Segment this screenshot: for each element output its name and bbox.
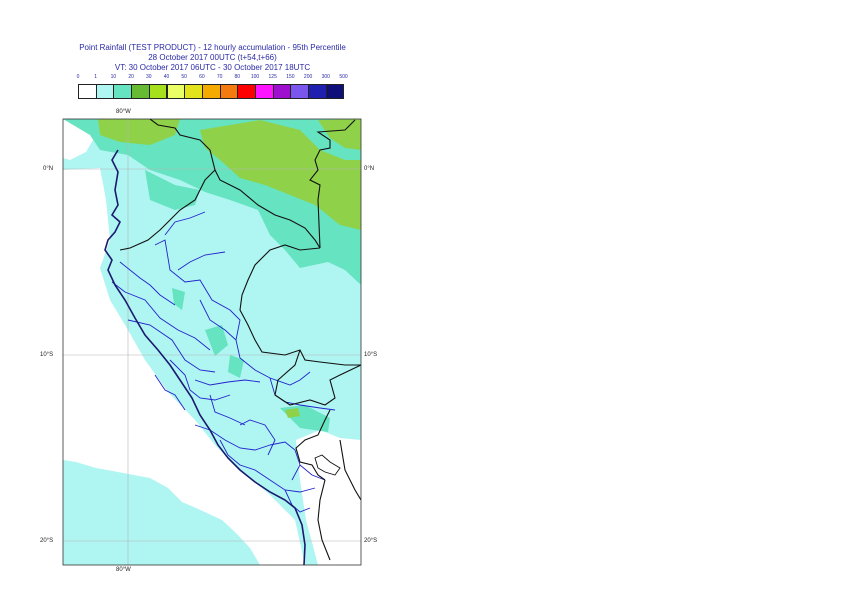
rain-field-teal-sand <box>145 170 200 210</box>
legend-threshold-label: 10 <box>110 74 117 80</box>
legend-threshold-label: 30 <box>146 74 152 80</box>
country-borders <box>104 119 361 565</box>
run-time-label: 28 October 2017 00UTC (t+54,t+66) <box>148 53 277 62</box>
parallel-label-0-right: 0°N <box>364 166 375 172</box>
legend-threshold-label: 200 <box>303 74 313 80</box>
rain-field-green-southeast <box>285 408 300 418</box>
chart-title: Point Rainfall (TEST PRODUCT) - 12 hourl… <box>79 43 346 52</box>
legend-threshold-label: 150 <box>286 74 295 80</box>
legend-threshold-label: 1 <box>94 74 98 80</box>
parallel-label-20-left: 20°S <box>40 538 54 544</box>
rain-field-teal-andes-1 <box>172 288 185 310</box>
rain-field-teal-andes-3 <box>228 355 244 378</box>
parallel-label-10-left: 10°S <box>40 352 54 358</box>
legend-threshold-label: 0 <box>76 74 80 80</box>
dry-region-south-east <box>296 430 361 565</box>
rain-field-green-3 <box>318 119 361 150</box>
legend-threshold-label: 80 <box>234 74 241 80</box>
meridian-label-bottom: 80°W <box>116 567 131 573</box>
legend-threshold-label: 40 <box>163 74 170 80</box>
legend-threshold-label: 50 <box>181 74 187 80</box>
rain-field-teal-andes-2 <box>205 325 228 356</box>
parallel-label-20-right: 20°S <box>364 538 378 544</box>
rain-field-green-2 <box>200 120 361 230</box>
legend-threshold-label: 125 <box>268 74 277 80</box>
parallel-label-0-left: 0°N <box>43 166 54 172</box>
rain-field-sw <box>63 462 255 565</box>
legend-threshold-label: 500 <box>339 74 348 80</box>
map-frame <box>62 118 362 566</box>
parallel-label-10-right: 10°S <box>364 352 378 358</box>
region-boundaries <box>111 211 336 513</box>
legend-threshold-label: 70 <box>216 74 223 80</box>
legend-threshold-label: 60 <box>199 74 205 80</box>
legend-threshold-label: 300 <box>321 74 330 80</box>
meridian-label-top: 80°W <box>116 109 131 115</box>
legend-threshold-label: 20 <box>128 74 134 80</box>
graticule <box>63 119 361 565</box>
dry-region-ocean <box>63 168 305 565</box>
validity-time-label: VT: 30 October 2017 06UTC - 30 October 2… <box>114 63 311 72</box>
legend-threshold-label: 100 <box>250 74 260 80</box>
legend-color-box <box>325 84 345 99</box>
